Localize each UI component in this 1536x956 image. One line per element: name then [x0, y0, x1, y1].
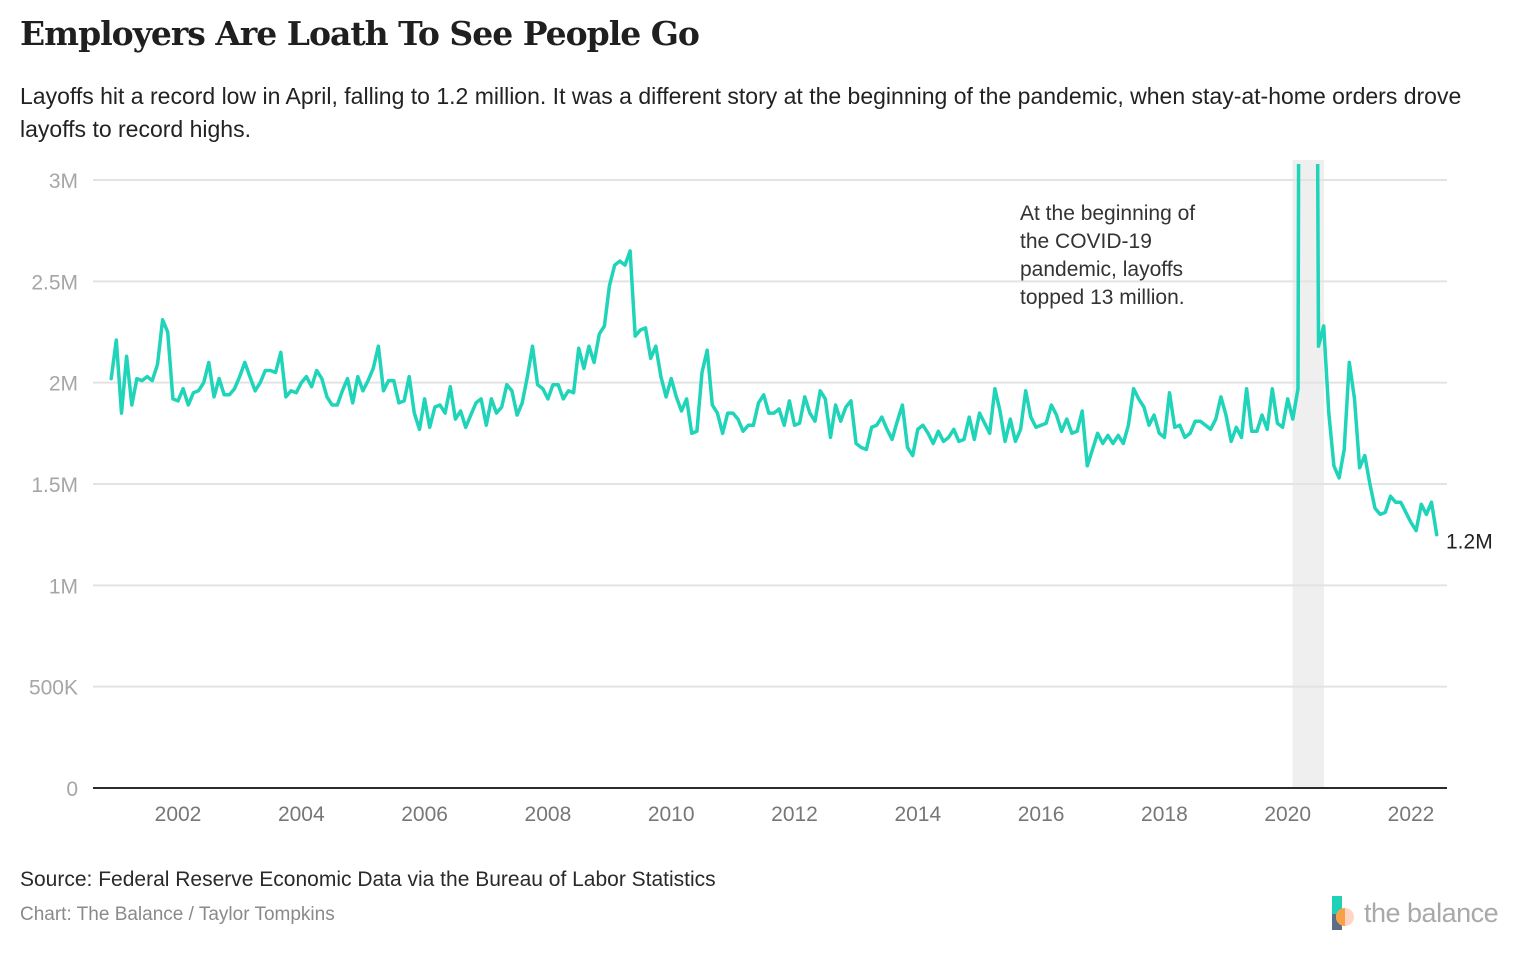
x-tick-label: 2016 [1018, 803, 1065, 826]
x-tick-label: 2002 [155, 803, 202, 826]
y-tick-label: 2M [49, 373, 78, 396]
y-tick-label: 1M [49, 575, 78, 598]
y-axis-ticks: 0 500K 1M 1.5M 2M 2.5M 3M [29, 170, 78, 801]
chart-title: Employers Are Loath To See People Go [20, 14, 700, 53]
x-tick-label: 2012 [771, 803, 818, 826]
y-tick-label: 2.5M [31, 271, 78, 294]
annotation-line: At the beginning of [1020, 202, 1195, 225]
x-tick-label: 2018 [1141, 803, 1188, 826]
annotation: At the beginning of the COVID-19 pandemic,… [1020, 202, 1195, 309]
x-tick-label: 2004 [278, 803, 325, 826]
logo-text: the balance [1364, 897, 1499, 928]
logo-mark-icon [1330, 896, 1358, 930]
source-note: Source: Federal Reserve Economic Data vi… [20, 868, 716, 891]
layoffs-line [109, 164, 1439, 537]
y-tick-label: 500K [29, 677, 78, 700]
end-value-label: 1.2M [1446, 531, 1493, 554]
y-tick-label: 1.5M [31, 474, 78, 497]
chart-subtitle: Layoffs hit a record low in April, falli… [20, 83, 1462, 142]
x-tick-label: 2020 [1264, 803, 1311, 826]
gridlines [93, 179, 1447, 688]
annotation-line: topped 13 million. [1020, 286, 1185, 309]
the-balance-logo: the balance [1330, 895, 1499, 931]
annotation-line: pandemic, layoffs [1020, 258, 1183, 281]
x-axis-ticks: 2002 2004 2006 2008 2010 2012 2014 2016 2018 2020… [155, 803, 1435, 826]
x-tick-label: 2014 [894, 803, 941, 826]
line-chart: 0 500K 1M 1.5M 2M 2.5M 3M 2002 2004 2006 2008 2010… [29, 160, 1493, 826]
y-tick-label: 0 [66, 778, 78, 801]
series-layer [109, 164, 1439, 537]
x-tick-label: 2010 [648, 803, 695, 826]
annotation-line: the COVID-19 [1020, 230, 1152, 253]
chart-credit: Chart: The Balance / Taylor Tompkins [20, 904, 335, 925]
x-tick-label: 2008 [525, 803, 572, 826]
x-tick-label: 2006 [401, 803, 448, 826]
x-tick-label: 2022 [1388, 803, 1435, 826]
y-tick-label: 3M [49, 170, 78, 193]
